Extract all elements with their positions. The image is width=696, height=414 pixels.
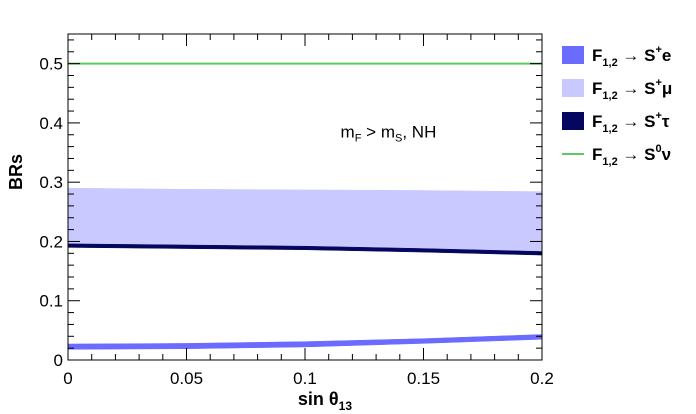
legend-label-1: F1,2 → S+μ [592, 77, 672, 102]
y-tick-label: 0.1 [39, 292, 63, 311]
legend-label-3: F1,2 → S0ν [592, 143, 671, 168]
y-tick-label: 0.3 [39, 173, 63, 192]
y-tick-label: 0.2 [39, 232, 63, 251]
y-axis-title: BRs [6, 154, 26, 190]
x-tick-label: 0.2 [530, 369, 554, 388]
x-tick-label: 0.05 [170, 369, 203, 388]
x-tick-label: 0.15 [407, 369, 440, 388]
plot-area [67, 62, 543, 350]
legend: F1,2 → S+e F1,2 → S+μ F1,2 → S+τ F1,2 → S0ν [562, 44, 672, 168]
x-tick-label: 0 [63, 369, 72, 388]
legend-swatch-2 [562, 112, 584, 130]
y-tick-label: 0.5 [39, 55, 63, 74]
series-band-0 [67, 334, 543, 350]
annotation: mF > mS, NH [341, 123, 437, 145]
x-tick-label: 0.1 [293, 369, 317, 388]
x-axis-title: sin θ13 [298, 389, 352, 413]
legend-label-0: F1,2 → S+e [592, 44, 671, 69]
legend-label-2: F1,2 → S+τ [592, 110, 670, 135]
series-band-1 [67, 187, 543, 252]
legend-swatch-1 [562, 79, 584, 97]
legend-swatch-0 [562, 46, 584, 64]
axis-ticks: 0 0.05 0.1 0.15 0.2 0 0.1 0.2 0.3 0.4 0.5 [39, 34, 554, 388]
y-tick-label: 0.4 [39, 114, 63, 133]
y-tick-label: 0 [54, 351, 63, 370]
